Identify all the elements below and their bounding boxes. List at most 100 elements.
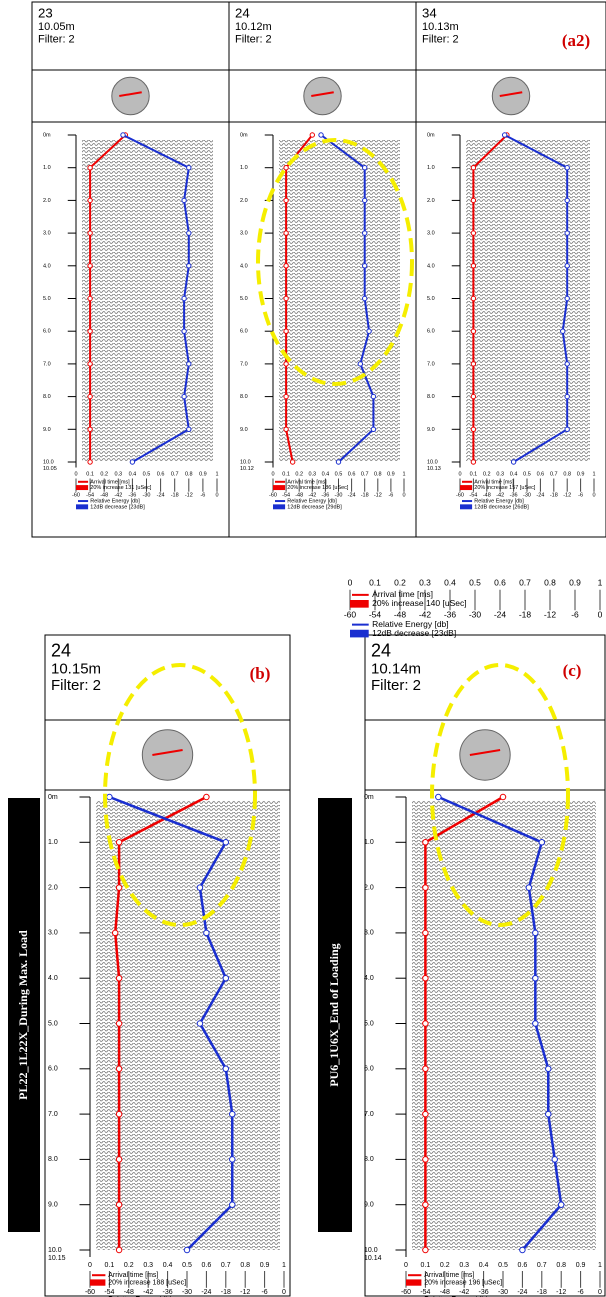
depth-label: 9.0 bbox=[364, 1202, 374, 1209]
legend-swatch bbox=[76, 485, 89, 491]
curve-marker bbox=[422, 839, 429, 846]
curve-marker bbox=[283, 263, 289, 269]
side-bar bbox=[318, 798, 352, 1232]
time-tick-label: 0.5 bbox=[469, 577, 481, 587]
bottom-depth: 10.15 bbox=[48, 1255, 66, 1262]
waveform bbox=[96, 801, 280, 1250]
energy-tick-label: -36 bbox=[479, 1289, 489, 1296]
time-tick-label: 1 bbox=[598, 577, 603, 587]
filter: Filter: 2 bbox=[235, 33, 272, 45]
curve-marker bbox=[564, 361, 570, 367]
pile-length: 10.13m bbox=[422, 21, 459, 33]
energy-tick-label: -60 bbox=[85, 1289, 95, 1296]
energy-tick-label: -54 bbox=[469, 492, 477, 498]
curve-marker bbox=[532, 929, 539, 937]
time-tick-label: 0.2 bbox=[100, 472, 108, 478]
curve-marker bbox=[370, 393, 377, 400]
curve-marker bbox=[87, 197, 93, 204]
energy-tick-label: -18 bbox=[550, 492, 558, 498]
curve-marker bbox=[470, 393, 477, 400]
filter: Filter: 2 bbox=[38, 33, 75, 45]
depth-label: 1.0 bbox=[364, 839, 374, 846]
time-tick-label: 0.2 bbox=[394, 577, 406, 587]
curve-marker bbox=[366, 328, 372, 334]
curve-marker bbox=[120, 132, 126, 138]
time-tick-label: 0.8 bbox=[544, 577, 556, 587]
time-tick-label: 0.9 bbox=[387, 472, 395, 478]
curve-marker bbox=[470, 426, 477, 432]
depth-label: 7.0 bbox=[364, 1111, 374, 1118]
depth-label: 6.0 bbox=[364, 1066, 374, 1073]
curve-marker bbox=[283, 295, 289, 302]
time-tick-label: 0.9 bbox=[569, 577, 581, 587]
energy-tick-label: 0 bbox=[282, 1289, 286, 1296]
curve-marker bbox=[564, 295, 570, 302]
depth-label: 8.0 bbox=[48, 1156, 58, 1163]
curve-marker bbox=[538, 839, 546, 846]
depth-label: 5.0 bbox=[240, 296, 248, 302]
curve-marker bbox=[186, 165, 192, 171]
curve-marker bbox=[87, 165, 93, 171]
energy-tick-label: -60 bbox=[456, 492, 464, 498]
energy-tick-label: -48 bbox=[295, 492, 303, 498]
curve-marker bbox=[551, 1156, 558, 1163]
legend-swatch bbox=[460, 485, 473, 491]
depth-label: 5.0 bbox=[427, 296, 435, 302]
energy-tick-label: -12 bbox=[185, 492, 193, 498]
curve-marker bbox=[229, 1156, 236, 1163]
curve-marker bbox=[422, 1110, 429, 1118]
curve-marker bbox=[470, 230, 477, 236]
curve-marker bbox=[422, 1156, 429, 1163]
time-tick-label: 0 bbox=[348, 577, 353, 587]
energy-tick-label: -42 bbox=[308, 492, 316, 498]
time-tick-label: 0.8 bbox=[240, 1262, 250, 1269]
curve-marker bbox=[283, 328, 289, 334]
tube-layout bbox=[111, 76, 150, 116]
depth-label: 4.0 bbox=[427, 263, 435, 269]
waveform bbox=[279, 139, 400, 462]
depth-label: 1.0 bbox=[48, 839, 58, 846]
time-tick-label: 0.7 bbox=[171, 472, 179, 478]
time-tick-label: 0.3 bbox=[496, 472, 504, 478]
time-tick-label: 0.1 bbox=[421, 1262, 431, 1269]
energy-tick-label: -54 bbox=[420, 1289, 430, 1296]
depth-label: 5.0 bbox=[48, 1020, 58, 1027]
curve-marker bbox=[87, 361, 93, 367]
legend-text: 12dB decrease [29dB] bbox=[287, 504, 342, 510]
legend-text: 20% increase 188 [uSec] bbox=[108, 1279, 186, 1286]
curve-marker bbox=[499, 793, 507, 801]
time-tick-label: 1 bbox=[215, 472, 218, 478]
curve-marker bbox=[545, 1065, 552, 1073]
curve-marker bbox=[470, 295, 477, 302]
time-tick-label: 0.5 bbox=[182, 1262, 192, 1269]
curve-marker bbox=[370, 426, 377, 432]
curve-marker bbox=[422, 884, 429, 891]
depth-label: 9.0 bbox=[43, 427, 51, 433]
tube-layout bbox=[141, 729, 194, 781]
legend-text: 20% increase 196 [uSec] bbox=[424, 1279, 502, 1286]
depth-label: 1.0 bbox=[43, 165, 51, 171]
time-tick-label: 0.2 bbox=[124, 1262, 134, 1269]
energy-tick-label: 0 bbox=[215, 492, 218, 498]
highlight bbox=[256, 138, 414, 386]
curve-marker bbox=[318, 132, 324, 138]
curve-marker bbox=[283, 197, 289, 204]
curve-marker bbox=[181, 328, 187, 334]
depth-label: 8.0 bbox=[240, 394, 248, 400]
time-tick-label: 0.3 bbox=[308, 472, 316, 478]
curve-marker bbox=[422, 1065, 429, 1073]
energy-tick-label: -24 bbox=[348, 492, 356, 498]
legend-text: 12dB decrease [26dB] bbox=[474, 504, 529, 510]
curve-marker bbox=[115, 1246, 123, 1254]
legend-text: Arrival time [ms] bbox=[90, 479, 130, 485]
curve-marker bbox=[115, 884, 123, 891]
time-tick-label: 0.6 bbox=[537, 472, 545, 478]
time-tick-label: 0.7 bbox=[519, 577, 531, 587]
energy-tick-label: -30 bbox=[498, 1289, 508, 1296]
legend-text: Arrival time [ms] bbox=[474, 479, 514, 485]
depth-label: 3.0 bbox=[240, 231, 248, 237]
legend-text: Relative Energy [db] bbox=[90, 499, 140, 505]
curve-marker bbox=[203, 793, 210, 801]
energy-tick-label: -6 bbox=[577, 1289, 583, 1296]
energy-tick-label: -54 bbox=[369, 610, 382, 620]
